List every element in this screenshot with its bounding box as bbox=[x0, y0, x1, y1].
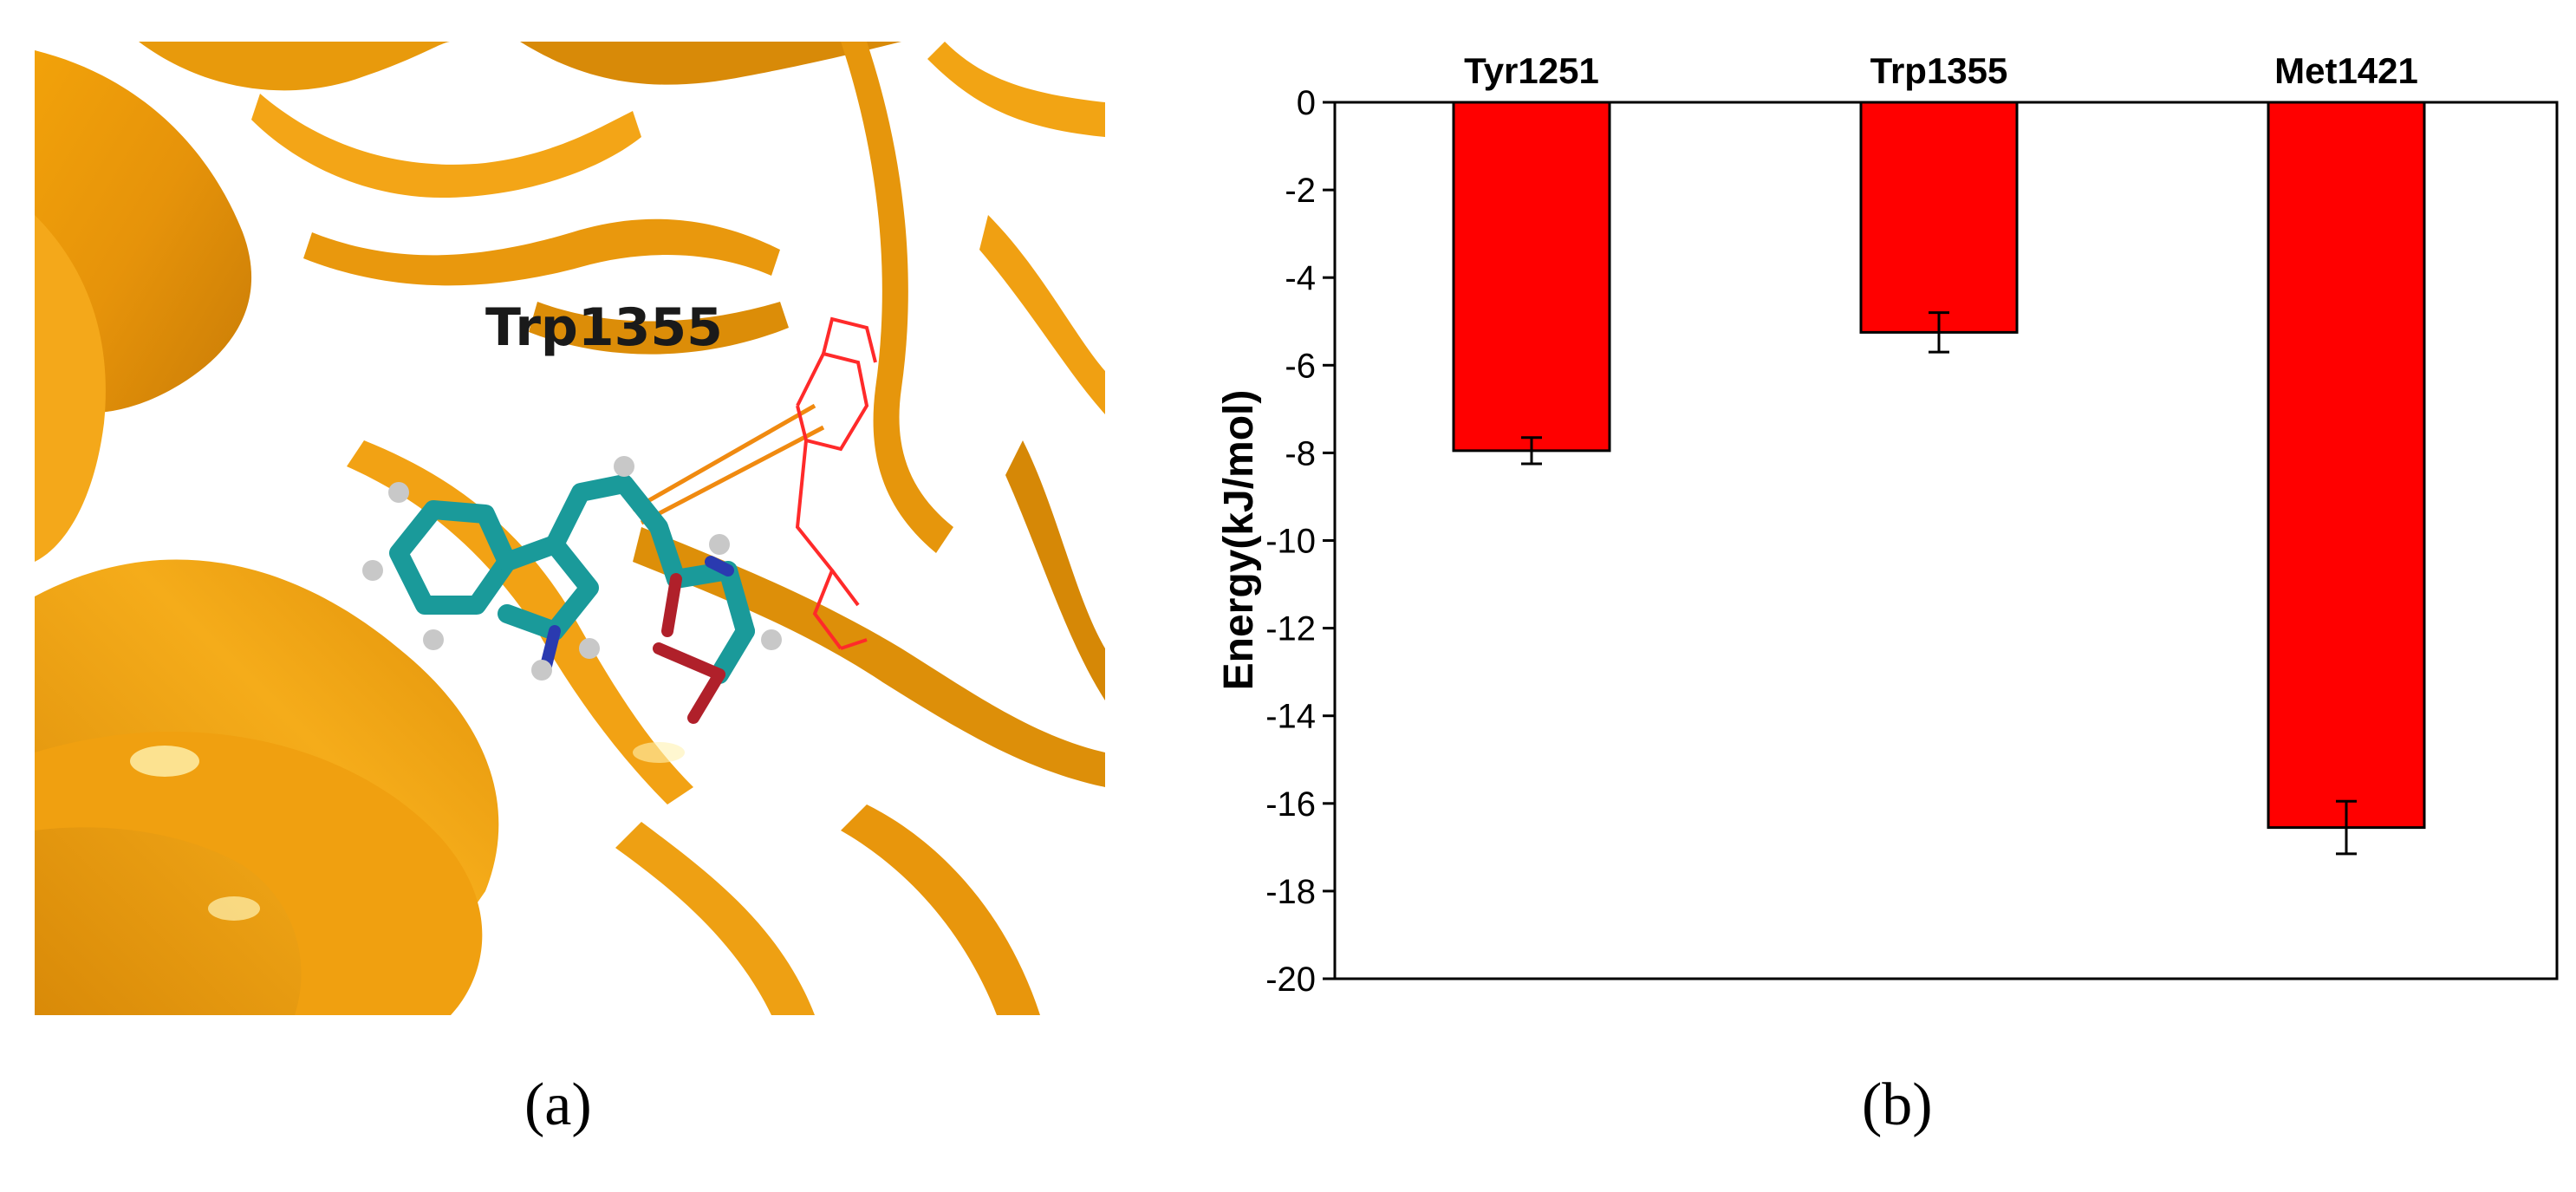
bar-trp1355 bbox=[1859, 101, 2019, 334]
y-tick-label: -10 bbox=[1265, 523, 1316, 561]
y-tick-label: -16 bbox=[1265, 785, 1316, 824]
y-axis-label: Energy(kJ/mol) bbox=[1216, 390, 1262, 691]
molecular-structure-image: Trp1355 bbox=[35, 42, 1105, 1015]
y-axis-ticks: 0 -2 -4 -6 -8 -10 -12 -14 -16 -18 -20 bbox=[1265, 84, 1335, 999]
y-tick-label: -8 bbox=[1285, 434, 1316, 472]
y-tick-label: 0 bbox=[1297, 84, 1316, 122]
y-tick-label: -18 bbox=[1265, 873, 1316, 911]
category-label: Trp1355 bbox=[1870, 50, 2008, 91]
category-label: Met1421 bbox=[2274, 50, 2418, 91]
y-tick-label: -2 bbox=[1285, 172, 1316, 210]
y-tick-label: -12 bbox=[1265, 610, 1316, 648]
y-tick-label: -20 bbox=[1265, 961, 1316, 999]
protein-ribbon-illustration: Trp1355 bbox=[35, 42, 1105, 1015]
panel-b-caption: (b) bbox=[1862, 1071, 1933, 1138]
category-labels: Tyr1251 Trp1355 Met1421 bbox=[1464, 50, 2418, 91]
bar-tyr1251 bbox=[1452, 101, 1611, 453]
bars-group bbox=[1452, 101, 2426, 856]
panel-a-caption: (a) bbox=[524, 1071, 592, 1138]
residue-label: Trp1355 bbox=[485, 297, 723, 358]
y-tick-label: -6 bbox=[1285, 347, 1316, 385]
y-tick-label: -4 bbox=[1285, 259, 1316, 297]
category-label: Tyr1251 bbox=[1464, 50, 1599, 91]
bar-met1421 bbox=[2267, 101, 2426, 830]
energy-bar-chart: 0 -2 -4 -6 -8 -10 -12 -14 -16 -18 -20 Tyr1251 Trp13… bbox=[1216, 50, 2559, 999]
y-tick-label: -14 bbox=[1265, 698, 1316, 736]
